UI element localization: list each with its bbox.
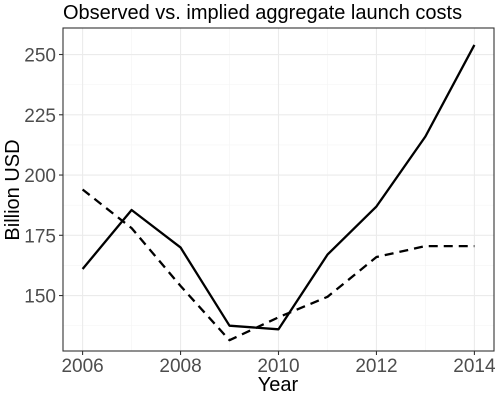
axis-ticks bbox=[59, 53, 475, 355]
y-tick-label: 225 bbox=[24, 106, 56, 127]
x-tick-label: 2006 bbox=[61, 356, 103, 377]
y-axis-label: Billion USD bbox=[2, 139, 24, 240]
y-tick-label: 200 bbox=[24, 166, 56, 187]
x-tick-label: 2012 bbox=[355, 356, 397, 377]
x-tick-label: 2014 bbox=[453, 356, 496, 377]
y-tick-label: 150 bbox=[24, 287, 56, 308]
chart-title: Observed vs. implied aggregate launch co… bbox=[63, 2, 462, 24]
series-line-solid bbox=[81, 44, 476, 331]
x-axis-label: Year bbox=[258, 374, 299, 396]
grid-lines bbox=[63, 28, 494, 351]
x-tick-label: 2008 bbox=[159, 356, 201, 377]
x-tick-label: 2010 bbox=[257, 356, 299, 377]
y-tick-label: 175 bbox=[24, 226, 56, 247]
axis-tick-labels: 2006 2008 2010 2012 2014 150 175 200 225 250 bbox=[24, 46, 496, 377]
data-series bbox=[81, 44, 476, 342]
y-tick-label: 250 bbox=[24, 46, 56, 67]
